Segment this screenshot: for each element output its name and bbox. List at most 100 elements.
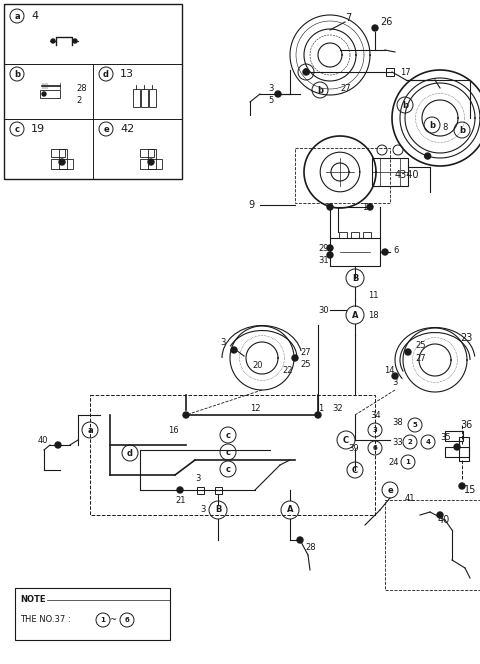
Circle shape: [392, 373, 398, 379]
Text: 33: 33: [392, 438, 403, 446]
Bar: [459, 437, 469, 461]
Bar: [51, 159, 73, 169]
Circle shape: [297, 537, 303, 543]
Text: 25: 25: [300, 359, 311, 369]
Text: 16: 16: [168, 426, 179, 434]
Text: 20: 20: [252, 361, 263, 369]
Text: 17: 17: [400, 68, 410, 76]
Text: 3: 3: [220, 337, 226, 347]
Circle shape: [405, 349, 411, 355]
Bar: [380, 158, 400, 186]
Circle shape: [437, 512, 443, 518]
Circle shape: [303, 69, 309, 75]
Text: 21: 21: [175, 495, 185, 505]
Text: 2: 2: [408, 439, 412, 445]
Bar: [59, 149, 67, 169]
Text: 38: 38: [392, 418, 403, 426]
Text: b: b: [402, 100, 408, 110]
Text: e: e: [103, 125, 109, 133]
Text: 3: 3: [200, 505, 205, 515]
Bar: [363, 232, 371, 238]
Circle shape: [459, 483, 465, 489]
Bar: [385, 500, 480, 590]
Text: 13: 13: [120, 69, 134, 79]
Text: b: b: [303, 68, 309, 76]
Text: 5: 5: [268, 96, 273, 104]
Text: 15: 15: [464, 485, 476, 495]
Text: 27: 27: [340, 84, 350, 92]
Text: 28: 28: [76, 84, 86, 92]
Text: 3: 3: [268, 84, 274, 92]
Circle shape: [55, 442, 61, 448]
Text: NOTE: NOTE: [20, 596, 46, 604]
Circle shape: [231, 347, 237, 353]
Text: c: c: [226, 430, 230, 440]
Text: d: d: [127, 448, 133, 457]
Text: C: C: [352, 465, 358, 475]
Text: 31: 31: [318, 256, 329, 264]
Text: 4: 4: [425, 439, 431, 445]
Bar: [351, 232, 359, 238]
Text: 18: 18: [368, 311, 379, 319]
Bar: [15, 588, 170, 640]
Text: 35: 35: [440, 432, 451, 442]
Bar: [140, 159, 162, 169]
Circle shape: [42, 92, 46, 96]
Text: 9: 9: [248, 200, 254, 210]
Bar: [149, 89, 156, 107]
Text: 42: 42: [120, 124, 134, 134]
Text: 25: 25: [415, 341, 425, 349]
Text: 14: 14: [384, 365, 395, 374]
Circle shape: [382, 249, 388, 255]
Circle shape: [183, 412, 189, 418]
Text: 10: 10: [362, 203, 372, 212]
Text: 2: 2: [76, 96, 81, 104]
Circle shape: [327, 204, 333, 210]
Text: C: C: [343, 436, 349, 444]
Text: 41: 41: [405, 493, 416, 503]
Text: 3: 3: [372, 427, 377, 433]
Text: 27: 27: [300, 347, 311, 357]
Circle shape: [73, 39, 77, 43]
Text: 29: 29: [318, 244, 328, 252]
Bar: [339, 232, 347, 238]
Text: 1: 1: [406, 459, 410, 465]
Bar: [215, 487, 221, 493]
Text: c: c: [226, 448, 230, 457]
Text: 6: 6: [393, 246, 398, 254]
Bar: [4, 4, 182, 179]
Text: e: e: [387, 485, 393, 495]
Text: b: b: [317, 86, 323, 94]
Text: 3: 3: [392, 378, 397, 386]
Bar: [295, 148, 390, 203]
Text: b: b: [14, 70, 20, 78]
Circle shape: [367, 204, 373, 210]
Text: A: A: [287, 505, 293, 515]
Text: 11: 11: [368, 291, 379, 299]
Text: b: b: [459, 125, 465, 135]
Text: 19: 19: [31, 124, 45, 134]
Text: 26: 26: [380, 17, 392, 27]
Text: 1: 1: [318, 404, 323, 412]
Text: 22: 22: [282, 365, 292, 374]
Bar: [40, 90, 60, 98]
Text: c: c: [14, 125, 20, 133]
Bar: [372, 158, 408, 186]
Text: 40: 40: [438, 515, 450, 525]
Text: 3: 3: [195, 473, 200, 483]
Text: B: B: [215, 505, 221, 515]
Text: A: A: [352, 311, 358, 319]
Circle shape: [454, 444, 460, 450]
Circle shape: [148, 159, 154, 165]
Text: 32: 32: [332, 404, 343, 412]
Bar: [445, 431, 463, 441]
Circle shape: [315, 412, 321, 418]
Bar: [445, 447, 469, 457]
Circle shape: [59, 159, 65, 165]
Circle shape: [425, 153, 431, 159]
Text: a: a: [87, 426, 93, 434]
Bar: [140, 149, 154, 157]
Text: 4340: 4340: [395, 170, 420, 180]
Text: 4: 4: [31, 11, 38, 21]
Text: 23: 23: [460, 333, 472, 343]
